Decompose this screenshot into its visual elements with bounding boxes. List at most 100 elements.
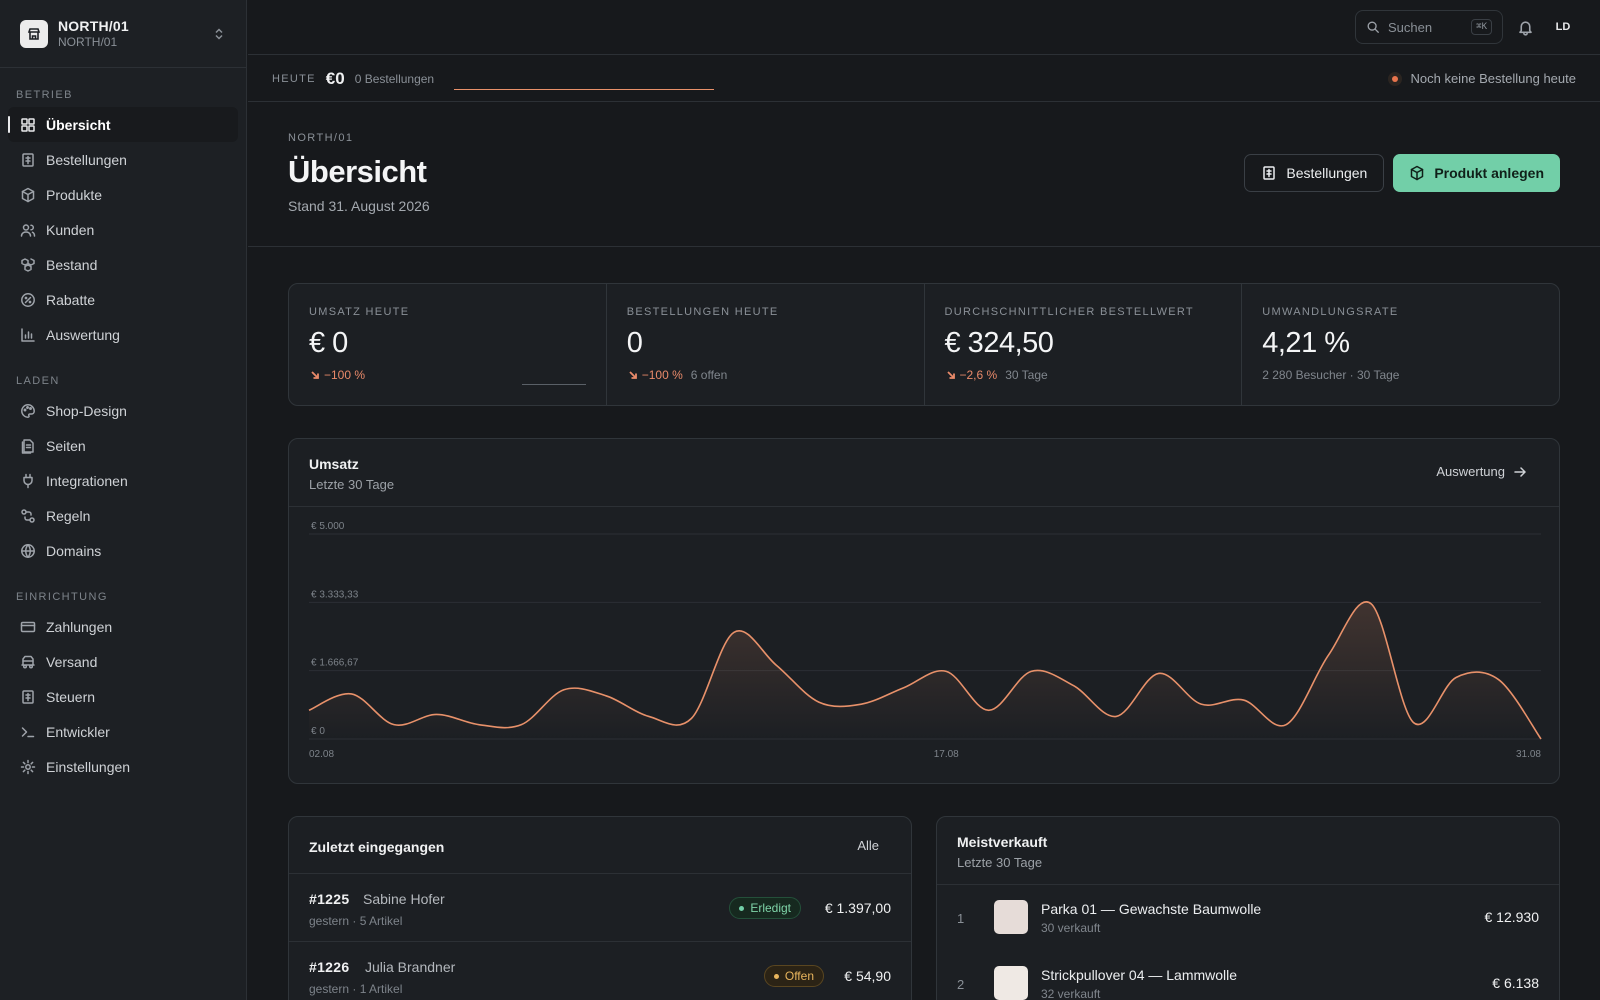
sidebar-item-pages[interactable]: Seiten <box>8 428 238 463</box>
breadcrumb: NORTH/01 <box>288 132 354 144</box>
sidebar-item-settings[interactable]: Einstellungen <box>8 749 238 784</box>
gear-icon <box>20 759 36 774</box>
order-row[interactable]: #1226 Julia Brandner gestern · 1 Artikel… <box>289 942 911 1000</box>
kpi-label: DURCHSCHNITTLICHER BESTELLWERT <box>944 306 1194 318</box>
sidebar-item-label: Shop-Design <box>46 402 127 419</box>
x-tick-label: 02.08 <box>309 749 334 760</box>
analytics-link[interactable]: Auswertung <box>1436 464 1527 479</box>
kpi-delta-value: −100 % <box>641 368 683 382</box>
kpi-average-order-value: DURCHSCHNITTLICHER BESTELLWERT € 324,50 … <box>925 284 1243 405</box>
top-subtitle: Letzte 30 Tage <box>957 855 1043 870</box>
sidebar-item-customers[interactable]: Kunden <box>8 212 238 247</box>
recent-title: Zuletzt eingegangen <box>309 839 445 855</box>
sidebar: NORTH/01 NORTH/01 BETRIEB Übersicht Best… <box>0 0 247 1000</box>
sidebar-item-overview[interactable]: Übersicht <box>8 107 238 142</box>
sidebar-item-taxes[interactable]: Steuern <box>8 679 238 714</box>
orders-button-label: Bestellungen <box>1286 165 1368 181</box>
kpi-delta: −2,6 % <box>945 368 997 382</box>
terminal-icon <box>21 726 35 737</box>
kpi-note: 6 offen <box>690 368 728 382</box>
product-amount: € 12.930 <box>1484 909 1540 925</box>
plug-icon <box>23 473 33 488</box>
kpi-orders-today: BESTELLUNGEN HEUTE 0 −100 % 6 offen <box>607 284 925 405</box>
page-title: Übersicht <box>288 154 427 189</box>
sidebar-item-label: Seiten <box>46 437 86 454</box>
revenue-area <box>309 601 1541 739</box>
y-tick-label: € 0 <box>311 726 325 737</box>
top-products-card: Meistverkauft Letzte 30 Tage 1 Parka 01 … <box>936 816 1560 1000</box>
notifications-button[interactable] <box>1517 19 1534 36</box>
sidebar-item-domains[interactable]: Domains <box>8 533 238 568</box>
kpi-value: 0 <box>626 327 643 359</box>
revenue-chart-card: Umsatz Letzte 30 Tage Auswertung € 0 € 1.… <box>288 438 1560 784</box>
sidebar-item-products[interactable]: Produkte <box>8 177 238 212</box>
x-tick-label: 31.08 <box>1516 749 1541 760</box>
product-rank: 2 <box>957 977 965 992</box>
sidebar-item-label: Auswertung <box>46 326 120 343</box>
all-orders-link[interactable]: Alle <box>857 838 879 853</box>
kpi-conversion-rate: UMWANDLUNGSRATE 4,21 % 2 280 Besucher · … <box>1242 284 1559 405</box>
y-tick-label: € 1.666,67 <box>311 658 359 669</box>
topbar: Suchen ⌘K LD <box>248 0 1600 55</box>
status-badge-label: Offen <box>784 969 814 983</box>
kpi-label: UMSATZ HEUTE <box>309 306 410 318</box>
discount-icon <box>21 292 35 307</box>
store-switcher[interactable]: NORTH/01 NORTH/01 <box>0 0 246 68</box>
sidebar-item-inventory[interactable]: Bestand <box>8 247 238 282</box>
users-icon <box>20 223 36 237</box>
status-badge: Erledigt <box>729 897 801 919</box>
kpi-revenue-today: UMSATZ HEUTE € 0 −100 % <box>289 284 607 405</box>
order-row[interactable]: #1225 Sabine Hofer gestern · 5 Artikel E… <box>289 874 911 942</box>
orders-button[interactable]: Bestellungen <box>1244 154 1385 192</box>
kpi-note: 30 Tage <box>1005 368 1048 382</box>
x-tick-label: 17.08 <box>934 749 959 760</box>
arrow-down-right-icon <box>946 371 955 379</box>
nav-heading-einrichtung: EINRICHTUNG <box>16 591 108 603</box>
search-input[interactable]: Suchen ⌘K <box>1355 10 1503 44</box>
palette-icon <box>21 403 35 418</box>
order-meta: gestern · 5 Artikel <box>309 914 403 928</box>
order-customer: Julia Brandner <box>365 959 456 975</box>
sidebar-item-label: Steuern <box>46 688 96 705</box>
create-product-button[interactable]: Produkt anlegen <box>1393 154 1560 192</box>
boxes-icon <box>21 257 35 272</box>
sidebar-item-label: Zahlungen <box>46 618 113 635</box>
store-icon <box>20 19 48 48</box>
product-sold: 32 verkauft <box>1041 987 1101 1000</box>
kpi-sparkline <box>521 384 586 385</box>
sidebar-item-analytics[interactable]: Auswertung <box>8 317 238 352</box>
grid-icon <box>21 117 35 132</box>
analytics-link-label: Auswertung <box>1436 464 1505 479</box>
product-amount: € 6.138 <box>1492 975 1539 991</box>
tax-icon <box>22 689 34 704</box>
status-badge: Offen <box>763 965 824 987</box>
sidebar-item-label: Einstellungen <box>46 758 131 775</box>
sidebar-item-integrations[interactable]: Integrationen <box>8 463 238 498</box>
sidebar-item-discounts[interactable]: Rabatte <box>8 282 238 317</box>
product-row[interactable]: 2 Strickpullover 04 — Lammwolle 32 verka… <box>937 951 1559 1000</box>
sidebar-item-shipping[interactable]: Versand <box>8 644 238 679</box>
ticker-status-text: Noch keine Bestellung heute <box>1410 71 1576 86</box>
sidebar-item-payments[interactable]: Zahlungen <box>8 609 238 644</box>
sidebar-item-developer[interactable]: Entwickler <box>8 714 238 749</box>
avatar[interactable]: LD <box>1555 21 1571 33</box>
sidebar-item-orders[interactable]: Bestellungen <box>8 142 238 177</box>
ticker-label: HEUTE <box>272 72 316 85</box>
order-customer: Sabine Hofer <box>363 891 445 907</box>
kpi-value: 4,21 % <box>1262 327 1350 359</box>
ticker-status: Noch keine Bestellung heute <box>1388 71 1576 86</box>
arrow-right-icon <box>1514 466 1526 477</box>
sidebar-item-label: Bestand <box>46 256 98 273</box>
receipt-icon <box>1263 166 1276 180</box>
sidebar-item-label: Domains <box>46 542 102 559</box>
product-name: Strickpullover 04 — Lammwolle <box>1041 967 1238 983</box>
sidebar-item-rules[interactable]: Regeln <box>8 498 238 533</box>
order-amount: € 54,90 <box>844 968 891 984</box>
store-subtitle: NORTH/01 <box>58 35 118 49</box>
sidebar-item-label: Kunden <box>46 221 95 238</box>
product-row[interactable]: 1 Parka 01 — Gewachste Baumwolle 30 verk… <box>937 885 1559 951</box>
pages-icon <box>21 438 34 454</box>
box-icon <box>1411 165 1424 181</box>
kpi-delta-value: −100 % <box>324 368 366 382</box>
sidebar-item-shop-design[interactable]: Shop-Design <box>8 393 238 428</box>
